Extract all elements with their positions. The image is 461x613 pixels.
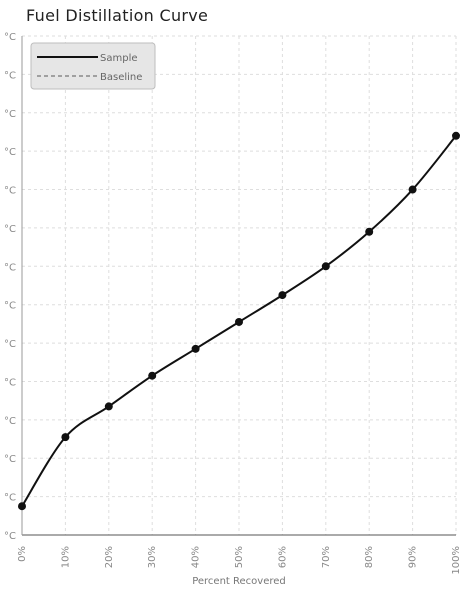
x-tick-label: 90% [408, 546, 419, 568]
y-tick-label: °C [4, 301, 16, 312]
data-point-sample [365, 227, 374, 236]
grid-lines [22, 35, 457, 535]
legend-baseline-label: Baseline [100, 72, 142, 83]
y-tick-label: °C [4, 109, 16, 120]
x-axis-label: Percent Recovered [192, 576, 286, 587]
x-tick-label: 20% [104, 546, 115, 568]
y-tick-label: °C [4, 70, 16, 81]
x-axis-ticks: 0% 10% 20% 30% 40% 50% 60% 70% 80% 90% 100% [17, 546, 461, 575]
legend: Sample Baseline [30, 42, 156, 90]
y-tick-label: °C [4, 186, 16, 197]
data-point-sample [191, 344, 200, 353]
y-tick-label: °C [4, 416, 16, 427]
data-point-sample [104, 402, 113, 411]
y-tick-label: °C [4, 224, 16, 235]
x-tick-label: 40% [191, 546, 202, 568]
y-tick-label: °C [4, 454, 16, 465]
x-tick-label: 60% [277, 546, 288, 568]
x-tick-label: 30% [147, 546, 158, 568]
x-tick-label: 50% [234, 546, 245, 568]
y-tick-label: °C [4, 531, 16, 542]
y-tick-label: °C [4, 339, 16, 350]
x-tick-label: 100% [451, 546, 461, 575]
y-tick-label: °C [4, 262, 16, 273]
data-point-sample [408, 185, 417, 194]
data-point-sample [61, 433, 70, 442]
y-tick-label: °C [4, 377, 16, 388]
y-tick-label: °C [4, 32, 16, 43]
data-point-sample [235, 317, 243, 326]
x-tick-label: 0% [17, 546, 28, 562]
data-point-sample [278, 291, 287, 300]
y-tick-label: °C [4, 147, 16, 158]
data-point-sample [148, 371, 157, 380]
x-tick-label: 10% [60, 546, 71, 568]
y-axis-ticks: °C °C °C °C °C °C °C °C °C °C °C °C °C °C [4, 32, 16, 542]
data-point-sample [18, 502, 26, 511]
x-tick-label: 70% [321, 546, 332, 568]
data-point-sample [452, 131, 460, 140]
chart-title: Fuel Distillation Curve [26, 6, 209, 25]
legend-sample-label: Sample [100, 53, 138, 64]
y-tick-label: °C [4, 493, 16, 504]
x-tick-label: 80% [364, 546, 375, 568]
data-point-sample [321, 262, 330, 271]
